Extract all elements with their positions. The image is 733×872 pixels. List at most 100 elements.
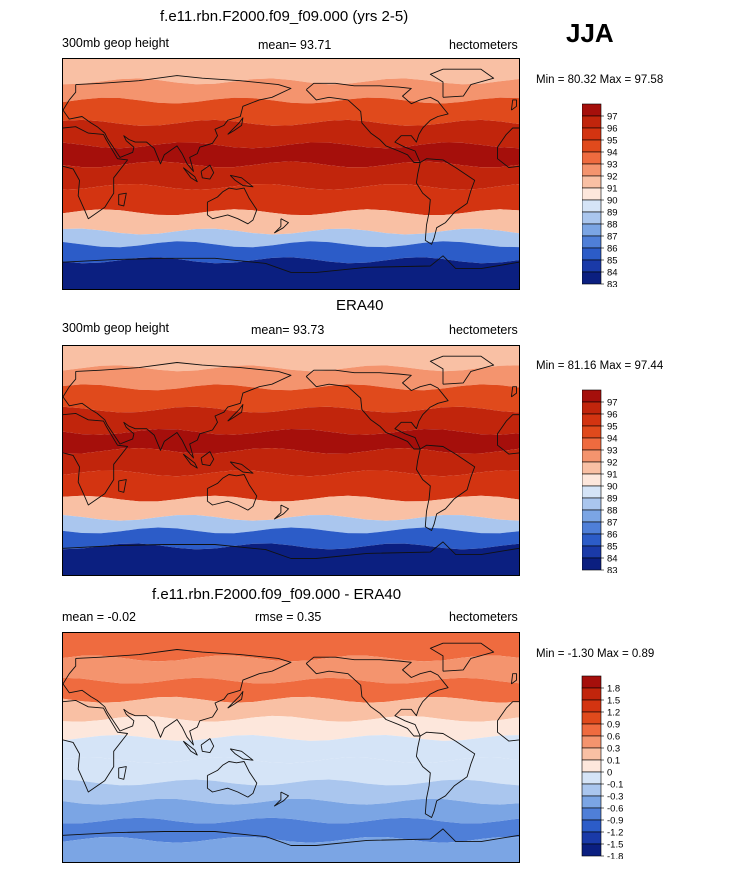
colorbar-swatch-4 (582, 437, 602, 451)
colorbar-swatch-1 (581, 687, 602, 701)
colorbar-tick-label: 96 (607, 410, 618, 421)
panel-2-colorbar: 97 96 95 94 93 92 91 90 89 88 87 86 85 84 83 (582, 389, 642, 573)
colorbar-swatch-10 (581, 795, 602, 809)
coastline-9 (182, 167, 198, 183)
coastline-6 (206, 474, 258, 511)
coastline-1 (63, 126, 129, 220)
coastline-5 (415, 731, 476, 818)
panel-3-title: f.e11.rbn.F2000.f09_f09.000 - ERA40 (152, 586, 402, 603)
coastline-5 (415, 158, 476, 245)
coastlines (63, 642, 519, 846)
colorbar-swatch-12 (582, 247, 602, 261)
colorbar-tick-label: 0.9 (607, 720, 620, 731)
colorbar-tick-label: 94 (607, 148, 618, 159)
colorbar-tick-label: -1.8 (607, 852, 623, 860)
colorbar-tick-label: 1.8 (607, 684, 620, 695)
colorbar-tick-label: 1.5 (607, 696, 620, 707)
field-band-65 (63, 78, 519, 104)
colorbar-tick-label: -0.3 (607, 792, 623, 803)
coastline-7 (63, 828, 519, 846)
panel-1-variable-label: 300mb geop height (62, 36, 170, 50)
colorbar-tick-label: 86 (607, 530, 618, 541)
colorbar-swatch-2 (582, 127, 602, 141)
colorbar-tick-label: -0.1 (607, 780, 623, 791)
colorbar-tick-label: 92 (607, 172, 618, 183)
colorbar-tick-label: 97 (607, 398, 618, 409)
field-band-15 (63, 429, 519, 454)
panel-3-map (62, 632, 520, 863)
panel-3-colorbar: 1.8 1.5 1.2 0.9 0.6 0.3 0.1 0 -0.1 -0.3 -0.6 -0.9 -1… (576, 675, 642, 859)
colorbar-swatch-13 (582, 545, 602, 559)
field-bands (63, 59, 519, 289)
colorbar-swatch-3 (582, 425, 602, 439)
coastline-1 (63, 412, 129, 506)
colorbar-tick-label: 92 (607, 458, 618, 469)
colorbar-tick-label: 83 (607, 280, 618, 288)
colorbar-tick-label: 97 (607, 112, 618, 123)
coastline-2 (497, 127, 519, 169)
colorbar-swatch-12 (582, 533, 602, 547)
panel-2-mean-label: mean= 93.73 (251, 323, 325, 337)
field-band-0 (63, 448, 519, 477)
coastline-2 (497, 701, 519, 742)
panel-2-units-label: hectometers (449, 323, 518, 337)
field-band-80 (63, 59, 519, 85)
colorbar-swatch-14 (581, 843, 602, 857)
field-band--20 (63, 757, 519, 786)
colorbar-tick-label: -0.9 (607, 816, 623, 827)
colorbar-swatch-10 (582, 223, 602, 237)
coastline-0 (63, 362, 292, 459)
colorbar-swatch-4 (581, 723, 602, 737)
colorbar-swatch-10 (582, 509, 602, 523)
field-band--60 (63, 241, 519, 264)
coastline-0 (63, 75, 292, 172)
field-band-80 (63, 633, 519, 662)
coastline-12 (118, 192, 127, 207)
colorbar-swatch-0 (582, 103, 602, 117)
field-band--20 (63, 470, 519, 502)
field-band--60 (63, 527, 519, 550)
colorbar-swatch-2 (581, 699, 602, 713)
colorbar-tick-label: -0.6 (607, 804, 623, 815)
coastline-10 (229, 461, 254, 474)
colorbar-tick-label: 84 (607, 554, 618, 565)
coastline-4 (429, 642, 495, 672)
coastline-4 (429, 68, 495, 98)
coastline-6 (206, 187, 258, 225)
colorbar-tick-label: 0.1 (607, 756, 620, 767)
coastline-8 (200, 164, 215, 180)
colorbar-tick-label: 0.3 (607, 744, 620, 755)
field-band-30 (63, 696, 519, 722)
panel-3-minmax-label: Min = -1.30 Max = 0.89 (536, 648, 655, 660)
coastline-12 (118, 479, 127, 493)
colorbar-swatch-9 (582, 211, 602, 225)
field-band--40 (63, 209, 519, 235)
field-band--35 (63, 779, 519, 805)
panel-1-units-label: hectometers (449, 38, 518, 52)
coastline-13 (510, 386, 517, 398)
colorbar-tick-label: 87 (607, 518, 618, 529)
colorbar-tick-label: 93 (607, 446, 618, 457)
colorbar-swatch-2 (582, 413, 602, 427)
colorbar-swatch-14 (582, 271, 602, 285)
panel-3-colorbar-plot: 1.81.51.20.90.60.30.10-0.1-0.3-0.6-0.9-1… (581, 675, 623, 860)
coastline-3 (305, 82, 449, 163)
field-band-30 (63, 406, 519, 435)
panel-2-variable-label: 300mb geop height (62, 321, 170, 335)
colorbar-tick-label: 88 (607, 506, 618, 517)
colorbar-tick-label: 90 (607, 196, 618, 207)
colorbar-swatch-7 (582, 473, 602, 487)
colorbar-swatch-9 (581, 783, 602, 797)
colorbar-swatch-0 (581, 675, 602, 689)
coastline-9 (182, 740, 198, 756)
colorbar-swatch-13 (582, 259, 602, 273)
colorbar-swatch-7 (581, 759, 602, 773)
colorbar-swatch-11 (582, 521, 602, 535)
field-band-0 (63, 161, 519, 190)
coastline-1 (63, 699, 129, 793)
field-band-50 (63, 384, 519, 413)
field-band-45 (63, 677, 519, 703)
colorbar-swatch-5 (581, 735, 602, 749)
colorbar-swatch-8 (582, 485, 602, 499)
